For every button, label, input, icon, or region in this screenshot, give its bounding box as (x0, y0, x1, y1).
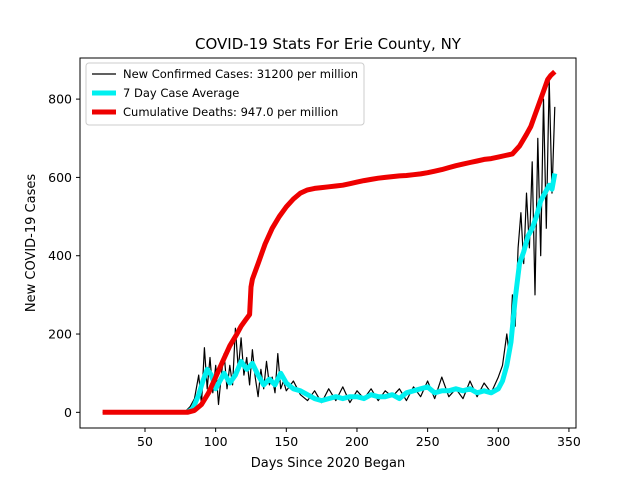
legend: New Confirmed Cases: 31200 per million 7 … (85, 62, 365, 126)
series-line-cumulative-deaths (102, 69, 557, 415)
y-tick-label: 400 (48, 248, 72, 263)
x-axis-ticks: 50 100 150 200 250 300 350 (137, 428, 581, 449)
x-tick-label: 250 (416, 434, 440, 449)
x-tick-label: 200 (345, 434, 369, 449)
legend-label-seven-day-average: 7 Day Case Average (123, 86, 239, 100)
x-tick-label: 50 (137, 434, 153, 449)
y-axis-ticks: 0 200 400 600 800 (48, 92, 80, 420)
y-tick-label: 600 (48, 170, 72, 185)
x-tick-label: 150 (274, 434, 298, 449)
y-tick-label: 0 (64, 405, 72, 420)
y-tick-label: 800 (48, 92, 72, 107)
x-tick-label: 300 (486, 434, 510, 449)
plot-frame (79, 57, 577, 429)
chart-title: COVID-19 Stats For Erie County, NY (195, 35, 462, 53)
series-line-seven-day-average (185, 173, 558, 415)
series-layer (102, 69, 558, 415)
x-tick-label: 350 (557, 434, 581, 449)
y-tick-label: 200 (48, 327, 72, 342)
legend-label-new-cases: New Confirmed Cases: 31200 per million (123, 67, 358, 81)
x-tick-label: 100 (204, 434, 228, 449)
y-axis-label: New COVID-19 Cases (24, 174, 39, 312)
legend-label-cumulative-deaths: Cumulative Deaths: 947.0 per million (123, 105, 338, 119)
legend-box (85, 62, 365, 126)
x-axis-label: Days Since 2020 Began (251, 456, 406, 471)
